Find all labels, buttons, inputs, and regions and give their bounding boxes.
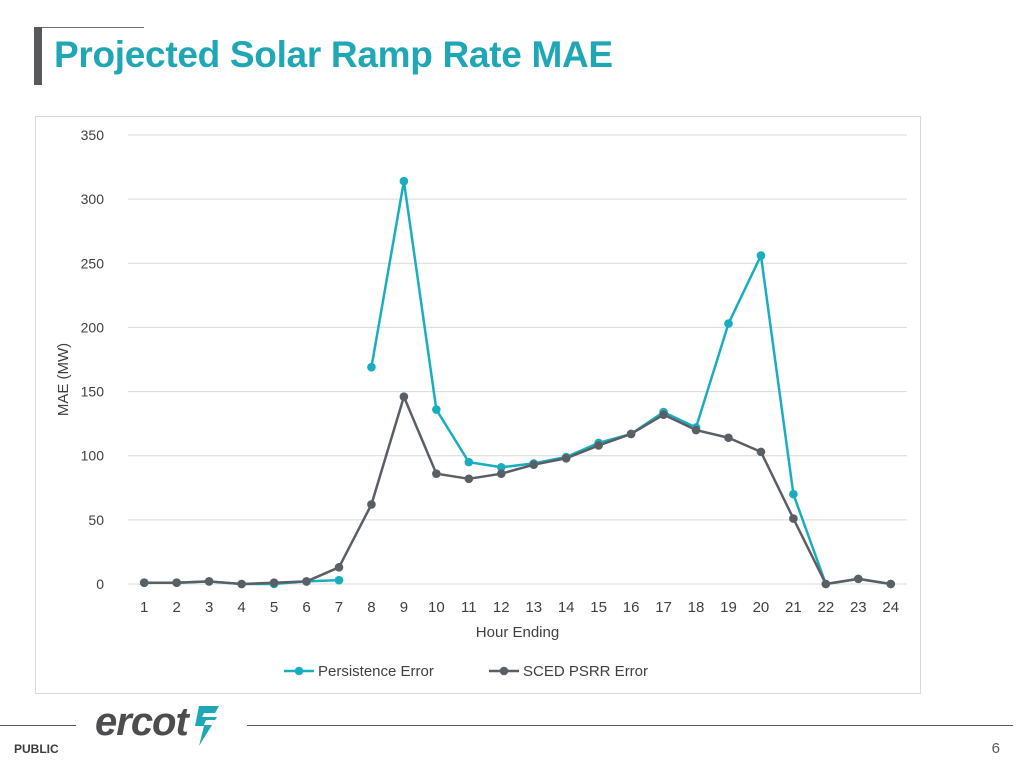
series-0-point bbox=[757, 251, 766, 260]
slide-title: Projected Solar Ramp Rate MAE bbox=[54, 34, 613, 76]
legend-label-0: Persistence Error bbox=[318, 663, 434, 680]
ercot-logo: ercot bbox=[92, 696, 232, 752]
series-1-point bbox=[692, 426, 701, 435]
x-tick-label: 3 bbox=[205, 599, 213, 616]
series-1-point bbox=[659, 410, 668, 419]
series-0-point bbox=[724, 319, 733, 328]
series-1-point bbox=[400, 392, 409, 401]
series-0-point bbox=[400, 177, 409, 186]
series-0-point bbox=[367, 363, 376, 372]
y-tick-label: 250 bbox=[81, 255, 105, 271]
series-1-point bbox=[140, 578, 149, 587]
x-tick-label: 22 bbox=[818, 599, 835, 616]
x-tick-label: 1 bbox=[140, 599, 148, 616]
series-1-point bbox=[302, 577, 311, 586]
footer-rule-right bbox=[247, 725, 1013, 726]
x-tick-label: 18 bbox=[688, 599, 705, 616]
x-axis-title: Hour Ending bbox=[476, 624, 559, 641]
x-tick-label: 4 bbox=[237, 599, 245, 616]
series-1-point bbox=[724, 433, 733, 442]
series-1-point bbox=[627, 430, 636, 439]
series-1-point bbox=[237, 580, 246, 589]
x-tick-label: 17 bbox=[655, 599, 672, 616]
series-1-point bbox=[562, 454, 571, 463]
x-tick-label: 24 bbox=[882, 599, 899, 616]
legend-marker-0 bbox=[295, 667, 304, 676]
x-tick-label: 9 bbox=[400, 599, 408, 616]
x-tick-label: 15 bbox=[590, 599, 607, 616]
footer-rule-left bbox=[0, 725, 76, 726]
x-tick-label: 12 bbox=[493, 599, 510, 616]
series-1-point bbox=[497, 469, 506, 478]
series-1-point bbox=[789, 514, 798, 523]
series-1-point bbox=[822, 580, 831, 589]
x-tick-label: 23 bbox=[850, 599, 867, 616]
series-1-point bbox=[172, 578, 181, 587]
x-tick-label: 13 bbox=[525, 599, 542, 616]
y-tick-label: 0 bbox=[96, 576, 104, 592]
title-accent-bar bbox=[34, 27, 42, 85]
x-tick-label: 20 bbox=[753, 599, 770, 616]
series-1-point bbox=[594, 441, 603, 450]
chart-frame: 0 50 100 150 200 250 300 350 1 2 3 4 5 6 7 8 9 10 11 12 13 14… bbox=[35, 116, 921, 694]
series-1-point bbox=[529, 460, 538, 469]
page-number: 6 bbox=[992, 740, 1000, 757]
lightning-bolt-icon bbox=[191, 704, 225, 748]
x-tick-label: 21 bbox=[785, 599, 802, 616]
x-tick-label: 10 bbox=[428, 599, 445, 616]
logo-wordmark: ercot bbox=[95, 700, 188, 745]
series-line-0-segment-1 bbox=[371, 181, 890, 584]
series-0-point bbox=[789, 490, 798, 499]
x-tick-label: 14 bbox=[558, 599, 575, 616]
series-1-point bbox=[367, 500, 376, 509]
x-tick-label: 11 bbox=[461, 599, 477, 616]
series-1-point bbox=[270, 578, 279, 587]
x-tick-label: 2 bbox=[173, 599, 181, 616]
series-0-point bbox=[335, 576, 344, 585]
y-tick-label: 100 bbox=[81, 448, 105, 464]
x-tick-label: 8 bbox=[367, 599, 375, 616]
legend-marker-1 bbox=[500, 667, 509, 676]
x-tick-label: 6 bbox=[302, 599, 310, 616]
series-1-point bbox=[465, 475, 474, 484]
x-tick-label: 5 bbox=[270, 599, 278, 616]
series-1-point bbox=[886, 580, 895, 589]
x-tick-label: 19 bbox=[720, 599, 737, 616]
series-line-1-segment-0 bbox=[144, 397, 891, 584]
classification-label: PUBLIC bbox=[14, 742, 59, 756]
y-tick-label: 300 bbox=[81, 191, 105, 207]
series-1-point bbox=[205, 577, 214, 586]
series-1-point bbox=[757, 448, 766, 457]
series-1-point bbox=[854, 575, 863, 584]
y-tick-label: 150 bbox=[81, 384, 105, 400]
y-tick-label: 50 bbox=[88, 512, 104, 528]
legend-label-1: SCED PSRR Error bbox=[523, 663, 648, 680]
series-0-point bbox=[432, 405, 441, 414]
x-tick-label: 16 bbox=[623, 599, 640, 616]
y-tick-label: 350 bbox=[81, 127, 105, 143]
series-0-point bbox=[465, 458, 474, 467]
series-1-point bbox=[432, 469, 441, 478]
x-tick-label: 7 bbox=[335, 599, 343, 616]
title-top-rule bbox=[34, 27, 144, 28]
y-tick-label: 200 bbox=[81, 319, 105, 335]
series-1-point bbox=[335, 563, 344, 572]
y-axis-title: MAE (MW) bbox=[55, 343, 72, 416]
